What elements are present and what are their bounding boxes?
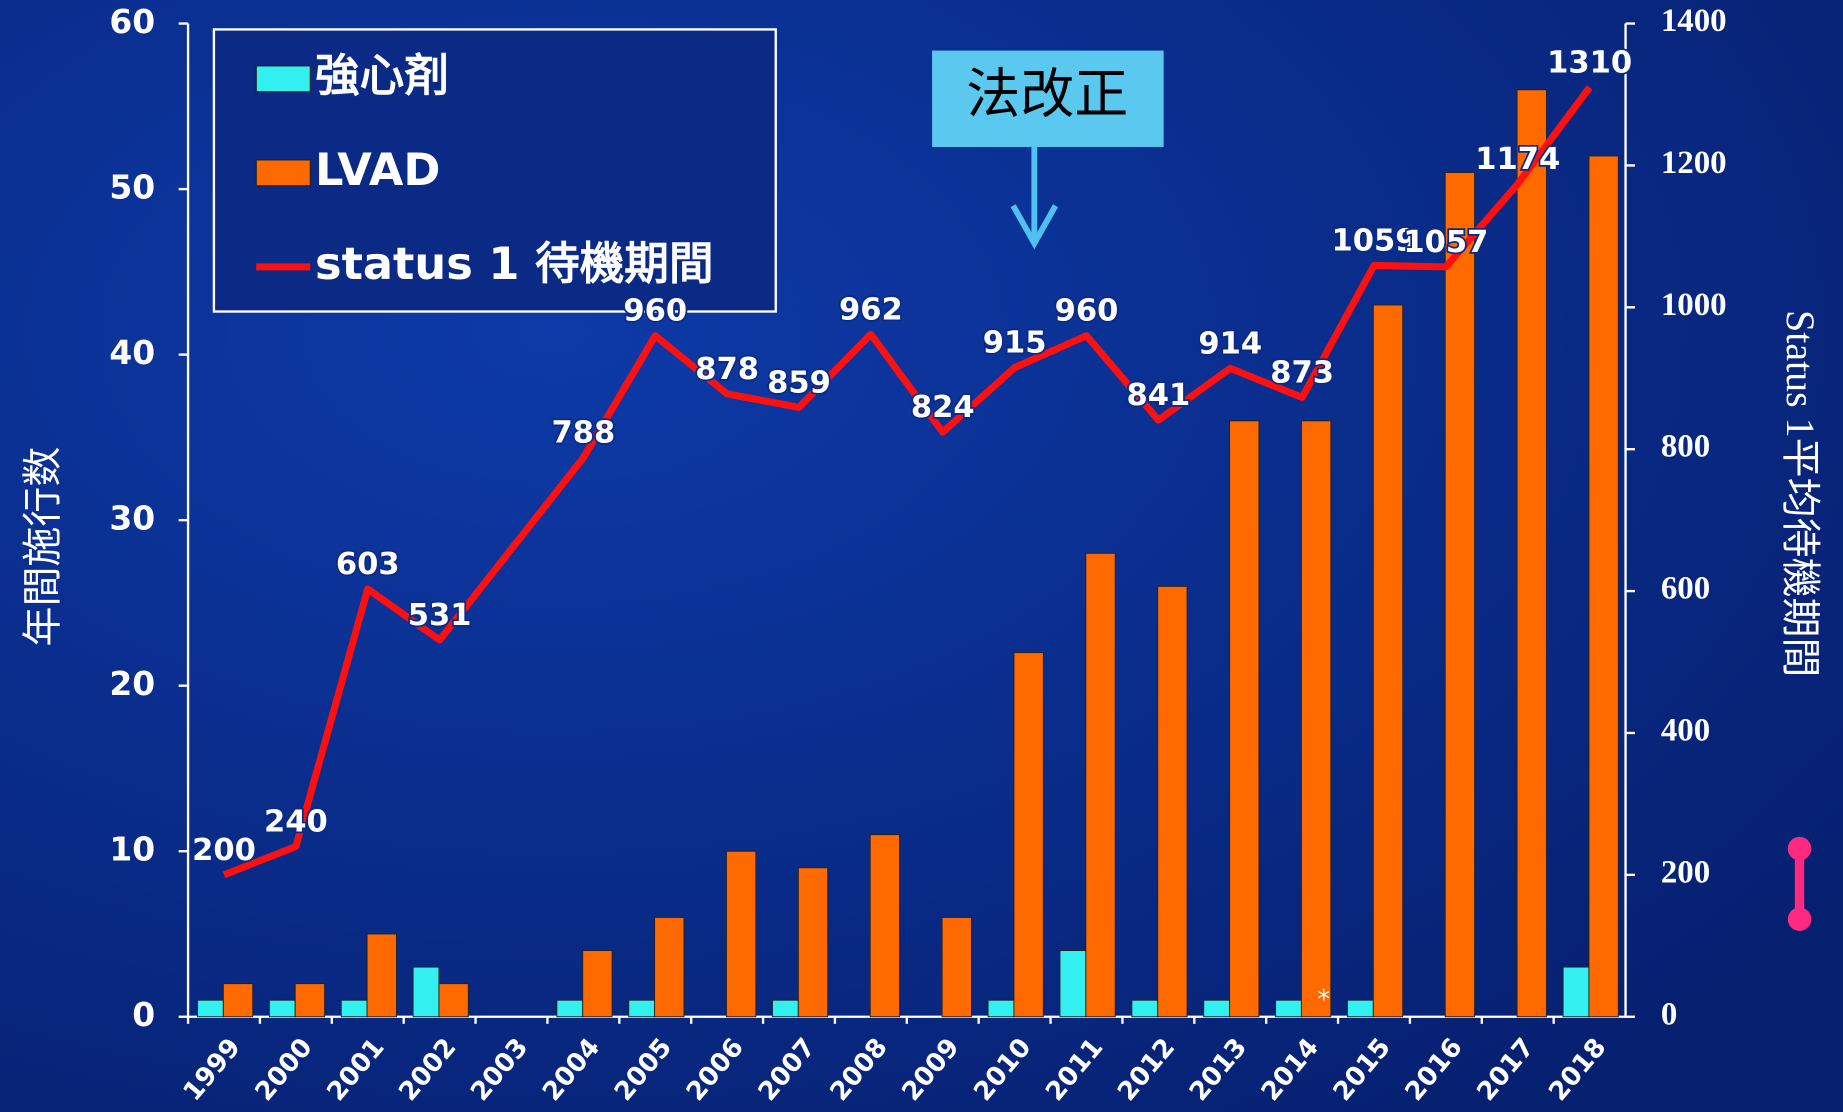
y-tick-label: 0 (132, 995, 155, 1034)
bar (941, 916, 972, 1018)
y-tick-label: 20 (109, 664, 155, 703)
y2-axis-label: Status 1平均待機期間 (1778, 310, 1823, 677)
data-label: 788 (551, 416, 615, 451)
bar (1588, 155, 1619, 1018)
data-label: 1057 (1403, 225, 1488, 260)
data-label: 915 (983, 326, 1047, 361)
bar (1562, 966, 1590, 1018)
y-tick-label: 10 (109, 830, 155, 869)
data-label: 873 (1270, 355, 1334, 390)
data-label: 200 (192, 833, 256, 868)
bar (196, 999, 224, 1018)
y2-tick-label: 1400 (1661, 3, 1727, 39)
data-label: 960 (623, 294, 687, 329)
bar (1229, 420, 1260, 1018)
bar (797, 867, 829, 1018)
bar (1059, 950, 1087, 1018)
bar (340, 999, 368, 1018)
y2-tick-label: 200 (1661, 854, 1710, 890)
y2-tick-label: 1200 (1661, 145, 1727, 181)
legend-swatch (255, 159, 311, 187)
bar (1444, 172, 1476, 1018)
data-label: 824 (911, 390, 975, 425)
data-label: 1174 (1475, 142, 1560, 177)
data-label: 841 (1126, 378, 1190, 413)
data-label: 240 (264, 804, 328, 839)
bar (771, 999, 799, 1018)
arrow (1010, 146, 1059, 250)
legend-label: LVAD (315, 144, 440, 196)
annotation-box (932, 50, 1164, 147)
annotation: * (1317, 985, 1330, 1015)
legend-label: 強心剤 (315, 50, 449, 102)
data-label: 859 (767, 365, 831, 400)
bar (294, 983, 326, 1018)
annotation: 法改正 (966, 64, 1128, 124)
y2-tick-label: 600 (1661, 571, 1710, 607)
y2-tick-label: 1000 (1661, 287, 1727, 323)
line (222, 85, 1593, 879)
legend-swatch (255, 65, 311, 93)
y2-tick-label: 400 (1661, 713, 1710, 749)
bar (1085, 552, 1116, 1018)
data-label: 1310 (1547, 45, 1632, 80)
bar (987, 999, 1015, 1018)
y-tick-label: 30 (109, 499, 155, 538)
bar (1372, 304, 1404, 1018)
bar (1300, 420, 1332, 1018)
bar (412, 966, 440, 1018)
bar (628, 999, 656, 1018)
data-label: 1059 (1331, 223, 1416, 258)
y-tick-label: 40 (109, 333, 155, 372)
y2-tick-label: 800 (1661, 429, 1710, 465)
data-label: 914 (1198, 326, 1262, 361)
data-label: 603 (336, 547, 400, 582)
data-label: 878 (695, 352, 759, 387)
bar (222, 983, 254, 1018)
bar (1013, 652, 1044, 1018)
bar (654, 916, 685, 1018)
bar (1157, 585, 1188, 1018)
bar (366, 933, 397, 1018)
bar (556, 999, 584, 1018)
y-tick-label: 60 (109, 2, 155, 41)
bar (1203, 999, 1231, 1018)
bar (869, 834, 901, 1018)
legend-label: status 1 待機期間 (315, 238, 714, 290)
data-label: 531 (408, 598, 472, 633)
pin (1787, 836, 1812, 931)
bar (1131, 999, 1159, 1018)
data-label: 960 (1055, 294, 1119, 329)
bar (1275, 999, 1302, 1018)
y-tick-label: 50 (109, 168, 155, 207)
bar (725, 850, 757, 1018)
y2-tick-label: 0 (1661, 996, 1677, 1032)
bar (438, 983, 469, 1018)
bar (1346, 999, 1374, 1018)
data-label: 962 (839, 292, 903, 327)
bar (268, 999, 296, 1018)
bar (582, 950, 613, 1018)
bar (1516, 89, 1547, 1018)
y-axis-label: 年間施行数 (20, 447, 65, 647)
